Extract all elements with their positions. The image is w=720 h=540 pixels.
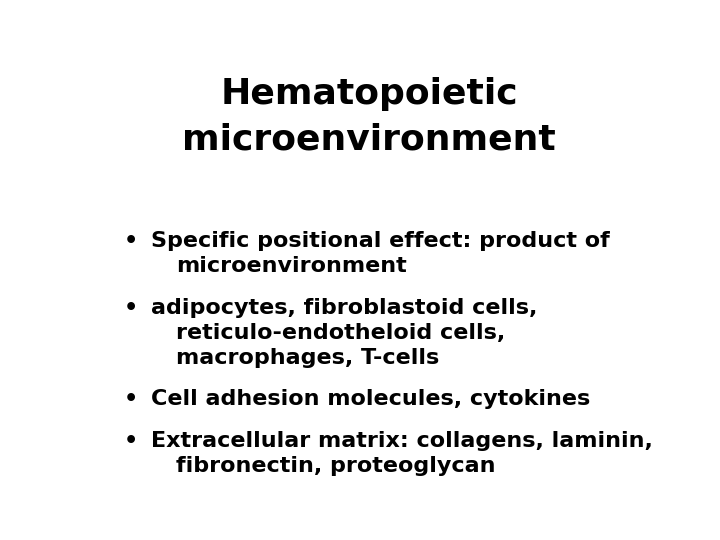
Text: Cell adhesion molecules, cytokines: Cell adhesion molecules, cytokines [151, 389, 590, 409]
Text: fibronectin, proteoglycan: fibronectin, proteoglycan [176, 456, 496, 476]
Text: microenvironment: microenvironment [176, 256, 408, 276]
Text: •: • [124, 389, 138, 409]
Text: Specific positional effect: product of: Specific positional effect: product of [151, 231, 610, 251]
Text: •: • [124, 231, 138, 251]
Text: reticulo-endotheloid cells,: reticulo-endotheloid cells, [176, 322, 505, 342]
Text: •: • [124, 298, 138, 318]
Text: adipocytes, fibroblastoid cells,: adipocytes, fibroblastoid cells, [151, 298, 538, 318]
Text: macrophages, T-cells: macrophages, T-cells [176, 348, 440, 368]
Text: Hematopoietic
microenvironment: Hematopoietic microenvironment [182, 77, 556, 156]
Text: •: • [124, 431, 138, 451]
Text: Extracellular matrix: collagens, laminin,: Extracellular matrix: collagens, laminin… [151, 431, 653, 451]
